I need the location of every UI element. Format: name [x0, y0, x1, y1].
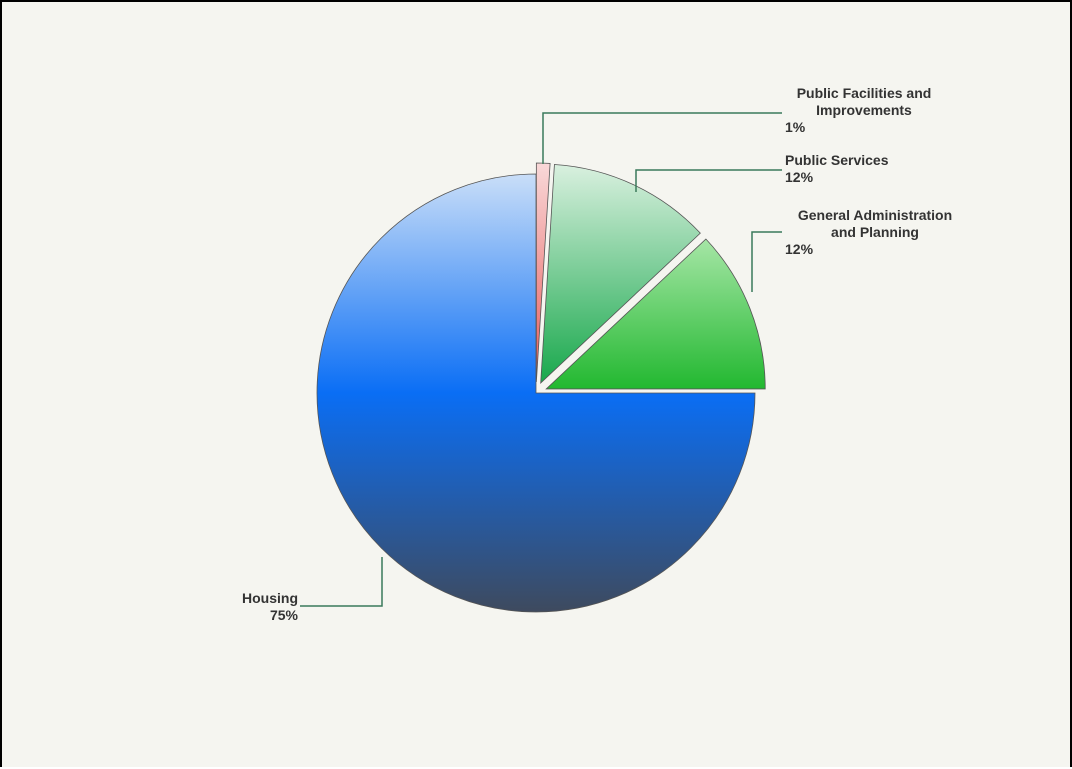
leader-line — [300, 557, 383, 607]
slice-housing — [316, 173, 756, 613]
leader-line — [635, 169, 782, 192]
slice-value-label: 12% — [785, 169, 814, 185]
slice-value-label: 75% — [270, 607, 299, 623]
label-housing: Housing 75% — [242, 590, 299, 623]
label-public-services: Public Services 12% — [785, 152, 889, 185]
slice-general-administration — [545, 238, 766, 390]
slice-labels: Public Facilities and Improvements 1% Publi… — [242, 85, 952, 623]
leader-line — [542, 112, 782, 164]
label-public-facilities: Public Facilities and Improvements 1% — [785, 85, 931, 135]
leader-lines — [300, 112, 782, 607]
slice-value-label: 12% — [785, 241, 814, 257]
pie-slices — [316, 162, 766, 613]
label-general-administration: General Administration and Planning 12% — [785, 207, 952, 257]
slice-public-services — [540, 164, 701, 385]
slice-value-label: 1% — [785, 119, 806, 135]
leader-line — [751, 231, 782, 292]
